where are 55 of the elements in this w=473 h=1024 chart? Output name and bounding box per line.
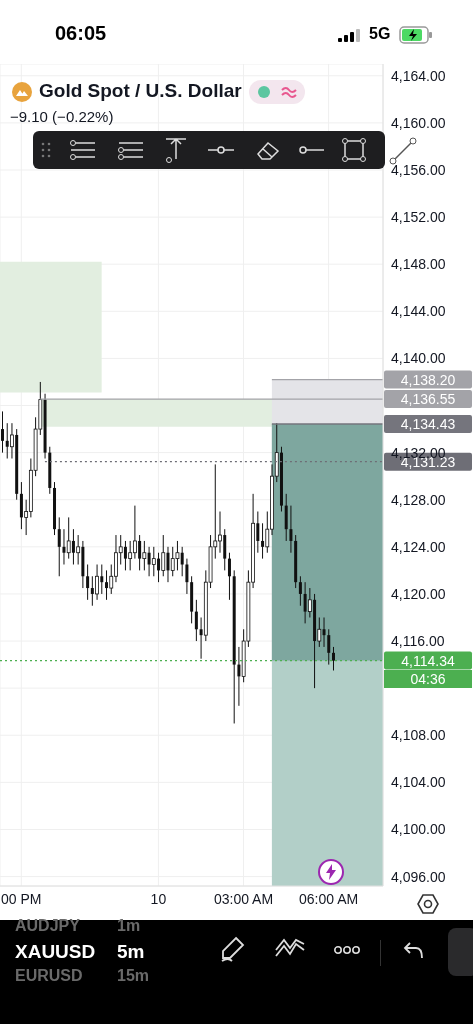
y-tick-label: 4,160.00: [391, 114, 446, 131]
ref-line-label: 4,136.55: [400, 391, 456, 408]
candlestick: [151, 546, 156, 577]
candlestick: [1, 410, 4, 454]
y-tick-label: 4,140.00: [391, 350, 446, 367]
text: 04:36: [384, 669, 472, 688]
y-tick-label: 4,124.00: [391, 538, 446, 555]
candlestick: [227, 552, 231, 601]
candlestick: [95, 564, 99, 601]
text: Gold Spot / U.S. Dollar: [39, 80, 242, 102]
x-tick-label: 06:00 AM: [299, 890, 359, 907]
text: 06:05: [55, 22, 107, 45]
candlestick: [261, 522, 265, 560]
candlestick: [194, 599, 198, 642]
text: 15m: [117, 967, 150, 985]
text: XAUUSD: [15, 941, 96, 963]
y-tick-label: 4,096.00: [391, 868, 446, 885]
candlestick: [175, 540, 180, 571]
text: 5m: [117, 941, 145, 963]
y-tick-label: 4,144.00: [391, 303, 446, 320]
text: EURUSD: [15, 967, 83, 985]
x-tick-label: 00 PM: [1, 890, 42, 907]
candlestick: [289, 505, 293, 554]
candlestick: [128, 540, 133, 571]
x-tick-label: 03:00 AM: [213, 890, 274, 907]
candlestick: [322, 617, 326, 648]
y-tick-label: 4,116.00: [391, 633, 445, 650]
text: 1m: [117, 917, 141, 935]
ref-line-label: 4,114.34: [401, 652, 455, 669]
y-tick-label: 4,156.00: [391, 161, 446, 178]
candlestick: [86, 564, 90, 601]
candlestick: [331, 646, 335, 671]
candlestick: [185, 558, 189, 595]
y-tick-label: 4,164.00: [391, 67, 446, 84]
candlestick: [298, 575, 302, 607]
candlestick: [161, 534, 166, 577]
candlestick: [62, 528, 66, 565]
y-tick-label: 4,128.00: [391, 491, 446, 508]
text: 5G: [369, 25, 391, 43]
candlestick: [66, 516, 71, 560]
y-tick-label: 4,148.00: [391, 256, 446, 273]
y-tick-label: 4,100.00: [391, 821, 446, 838]
candlestick: [105, 569, 109, 601]
y-tick-label: 4,120.00: [391, 585, 446, 602]
x-tick-label: 10: [150, 890, 167, 907]
y-tick-label: 4,152.00: [391, 209, 446, 226]
ref-line-label: 4,134.43: [400, 416, 456, 433]
candlestick: [57, 516, 61, 577]
y-tick-label: 4,104.00: [391, 774, 446, 791]
text: AUDJPY: [15, 917, 80, 935]
text: −9.10 (−0.22%): [10, 108, 114, 125]
candlestick: [327, 628, 331, 666]
candlestick: [284, 493, 288, 542]
y-tick-label: 4,108.00: [391, 727, 446, 744]
ref-line-label: 4,138.20: [400, 371, 456, 388]
